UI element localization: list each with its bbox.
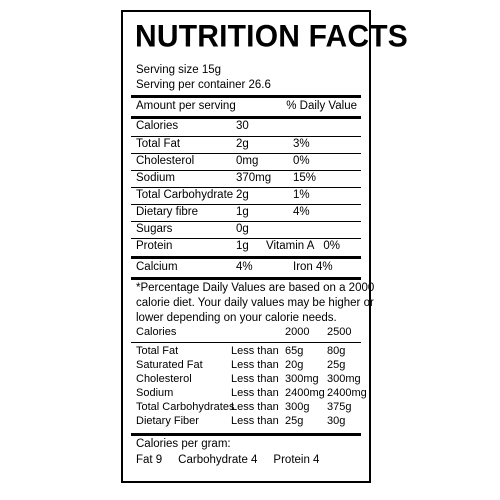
divider — [131, 277, 361, 280]
row-name: Total Carbohydrate — [136, 189, 234, 201]
iron-value: Iron 4% — [293, 261, 333, 273]
ref-v1: 300mg — [285, 373, 319, 385]
row-amount: 1g — [236, 206, 249, 218]
ref-cmp: Less than — [231, 401, 279, 413]
calcium-name: Calcium — [136, 261, 178, 273]
daily-value-header: % Daily Value — [286, 100, 357, 112]
label-title: NUTRITION FACTS — [135, 19, 408, 54]
vitamin-a: Vitamin A 0% — [266, 240, 340, 252]
row-name: Dietary fibre — [136, 206, 198, 218]
serving-size: Serving size 15g — [136, 64, 222, 76]
ref-name: Cholesterol — [136, 373, 192, 385]
ref-v2: 2400mg — [327, 387, 367, 399]
row-name: Total Fat — [136, 138, 181, 150]
nutrition-label: NUTRITION FACTS Serving size 15g Serving… — [121, 10, 408, 483]
footnote-line: lower depending on your calorie needs. — [136, 312, 337, 324]
ref-v1: 2400mg — [285, 387, 325, 399]
row-name: Calories — [136, 120, 179, 132]
divider — [131, 95, 361, 98]
ref-name: Saturated Fat — [136, 359, 203, 371]
divider — [131, 342, 361, 343]
servings-per-container: Serving per container 26.6 — [136, 79, 271, 91]
ref-v1: 25g — [285, 415, 304, 427]
row-amount: 2g — [236, 189, 249, 201]
ref-v2: 375g — [327, 401, 352, 413]
row-amount: 0g — [236, 223, 249, 235]
ref-header-2500: 2500 — [327, 326, 352, 338]
row-dv: 0% — [293, 155, 310, 167]
ref-header-label: Calories — [136, 326, 177, 338]
footnote-line: *Percentage Daily Values are based on a … — [136, 282, 375, 294]
amount-per-serving-header: Amount per serving — [136, 100, 236, 112]
row-divider — [131, 204, 361, 205]
row-divider — [131, 153, 361, 154]
ref-cmp: Less than — [231, 359, 279, 371]
ref-v2: 80g — [327, 345, 346, 357]
row-name: Sodium — [136, 172, 175, 184]
per-gram-values: Fat 9 Carbohydrate 4 Protein 4 — [136, 454, 320, 466]
ref-cmp: Less than — [231, 373, 279, 385]
ref-v1: 65g — [285, 345, 304, 357]
ref-name: Dietary Fiber — [136, 415, 199, 427]
ref-cmp: Less than — [231, 387, 279, 399]
row-divider — [131, 170, 361, 171]
row-dv: 1% — [293, 189, 310, 201]
row-divider — [131, 221, 361, 222]
ref-v1: 300g — [285, 401, 310, 413]
row-name: Sugars — [136, 223, 173, 235]
row-amount: 2g — [236, 138, 249, 150]
per-gram-heading: Calories per gram: — [136, 438, 231, 450]
row-amount: 30 — [236, 120, 249, 132]
row-amount: 0mg — [236, 155, 259, 167]
ref-v1: 20g — [285, 359, 304, 371]
row-divider — [131, 136, 361, 137]
row-dv: 15% — [293, 172, 317, 184]
row-dv: 4% — [293, 206, 310, 218]
row-name: Cholesterol — [136, 155, 195, 167]
ref-v2: 25g — [327, 359, 346, 371]
ref-cmp: Less than — [231, 345, 279, 357]
row-dv: 3% — [293, 138, 310, 150]
row-divider — [131, 238, 361, 239]
ref-name: Total Carbohydrates — [136, 401, 235, 413]
ref-name: Sodium — [136, 387, 174, 399]
divider — [131, 116, 361, 119]
calcium-amount: 4% — [236, 261, 253, 273]
footnote-line: calorie diet. Your daily values may be h… — [136, 297, 374, 309]
row-divider — [131, 187, 361, 188]
ref-cmp: Less than — [231, 415, 279, 427]
ref-v2: 30g — [327, 415, 346, 427]
ref-name: Total Fat — [136, 345, 179, 357]
row-amount: 370mg — [236, 172, 272, 184]
divider — [131, 433, 361, 436]
row-amount: 1g — [236, 240, 249, 252]
divider — [131, 256, 361, 259]
row-name: Protein — [136, 240, 173, 252]
ref-header-2000: 2000 — [285, 326, 310, 338]
ref-v2: 300mg — [327, 373, 361, 385]
